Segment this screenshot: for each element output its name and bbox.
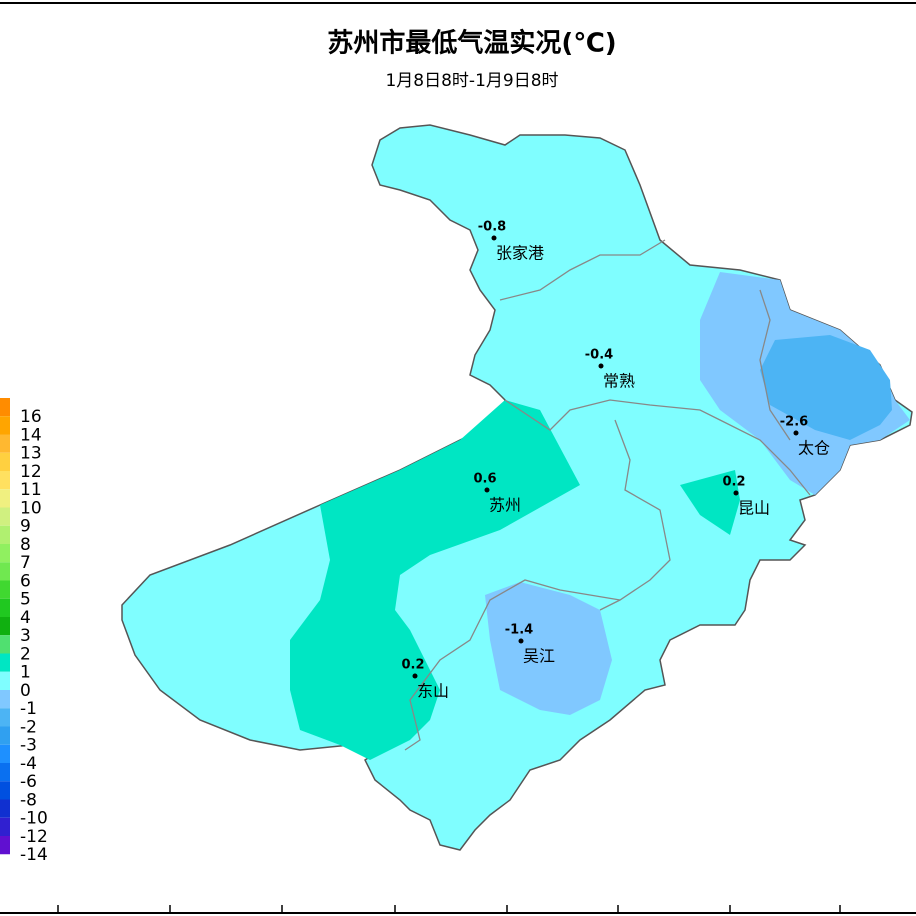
legend-label: 1 [20, 663, 31, 683]
legend-swatch [0, 544, 10, 563]
legend-label: -10 [20, 809, 48, 829]
district-border [404, 579, 621, 751]
legend-label: 5 [20, 590, 31, 610]
district-border [599, 419, 671, 611]
legend-swatch [0, 817, 10, 836]
station-dot [733, 490, 739, 496]
station-dot [484, 487, 490, 493]
legend-swatch [0, 763, 10, 782]
legend-label: 11 [20, 480, 42, 500]
station-name: 东山 [417, 682, 449, 701]
legend-label: -8 [20, 790, 37, 810]
legend-swatch [0, 598, 10, 617]
legend-swatch [0, 416, 10, 435]
station-dot [491, 235, 497, 241]
zone-minus2 [760, 335, 892, 440]
legend-label: -14 [20, 845, 48, 865]
station-name: 太仓 [798, 439, 830, 458]
legend-swatch [0, 690, 10, 709]
legend-swatch [0, 452, 10, 471]
map-area [121, 124, 913, 851]
legend-swatch [0, 653, 10, 672]
legend-swatch [0, 525, 10, 544]
zone-minus1 [485, 582, 612, 715]
station-dot [598, 363, 604, 369]
zone-0-1 [290, 400, 580, 760]
legend-label: 8 [20, 535, 31, 555]
legend-swatch [0, 471, 10, 490]
legend-label: -2 [20, 717, 37, 737]
legend-swatch [0, 799, 10, 818]
legend-label: -4 [20, 754, 37, 774]
legend-swatch [0, 507, 10, 526]
station-value: -2.6 [780, 415, 808, 430]
legend-label: 16 [20, 407, 42, 427]
station-value: -0.8 [478, 220, 506, 235]
station-value: -0.4 [585, 348, 613, 363]
subtitle: 1月8日8时-1月9日8时 [385, 71, 558, 91]
district-border [759, 289, 791, 441]
legend-swatch [0, 617, 10, 636]
station-name: 吴江 [523, 647, 555, 666]
legend-swatch [0, 434, 10, 453]
district-border [504, 399, 811, 496]
legend-label: 7 [20, 553, 31, 573]
station-name: 张家港 [496, 244, 544, 263]
legend-swatch [0, 836, 10, 855]
station-value: 0.2 [401, 658, 424, 673]
station-name: 苏州 [489, 496, 521, 515]
legend-swatch [0, 489, 10, 508]
station-dot [518, 638, 524, 644]
station-value: 0.2 [722, 475, 745, 490]
legend-label: 3 [20, 626, 31, 646]
station-name: 昆山 [738, 499, 770, 518]
legend-swatch [0, 781, 10, 800]
legend-swatch [0, 708, 10, 727]
legend-swatch [0, 671, 10, 690]
legend-label: -12 [20, 827, 48, 847]
zone-0-1 [680, 470, 740, 535]
legend-label: 9 [20, 517, 31, 537]
legend-label: 10 [20, 498, 42, 518]
legend-swatch [0, 398, 10, 417]
legend-label: 12 [20, 462, 42, 482]
stations: -0.8 张家港 -0.4 常熟 -2.6 太仓 0.6 苏州 0.2 昆山 0.2 东山 -1.4 吴江 [401, 220, 830, 701]
station-name: 常熟 [603, 372, 635, 391]
legend-swatch [0, 562, 10, 581]
station-value: 0.6 [473, 472, 496, 487]
legend-swatch [0, 744, 10, 763]
district-border [499, 239, 666, 301]
station-dot [793, 430, 799, 436]
legend-label: -3 [20, 736, 37, 756]
legend-swatch [0, 635, 10, 654]
legend-label: -6 [20, 772, 37, 792]
legend-label: 13 [20, 444, 42, 464]
legend: 1614131211109876543210-1-2-3-4-6-8-10-12… [0, 398, 48, 865]
legend-label: 4 [20, 608, 31, 628]
legend-swatch [0, 580, 10, 599]
title: 苏州市最低气温实况(℃) [327, 28, 616, 59]
axis-ticks [57, 905, 841, 913]
station-dot [412, 673, 418, 679]
station-value: -1.4 [505, 623, 533, 638]
legend-label: 14 [20, 425, 42, 445]
legend-label: 0 [20, 681, 31, 701]
legend-label: -1 [20, 699, 37, 719]
legend-swatch [0, 726, 10, 745]
legend-label: 2 [20, 644, 31, 664]
legend-label: 6 [20, 571, 31, 591]
